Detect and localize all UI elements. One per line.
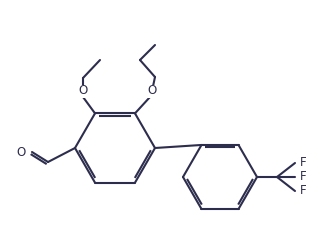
Text: O: O — [17, 145, 26, 158]
Text: O: O — [147, 84, 157, 97]
Text: F: F — [300, 156, 306, 169]
Text: F: F — [300, 170, 306, 184]
Text: F: F — [300, 184, 306, 198]
Text: O: O — [78, 84, 88, 97]
